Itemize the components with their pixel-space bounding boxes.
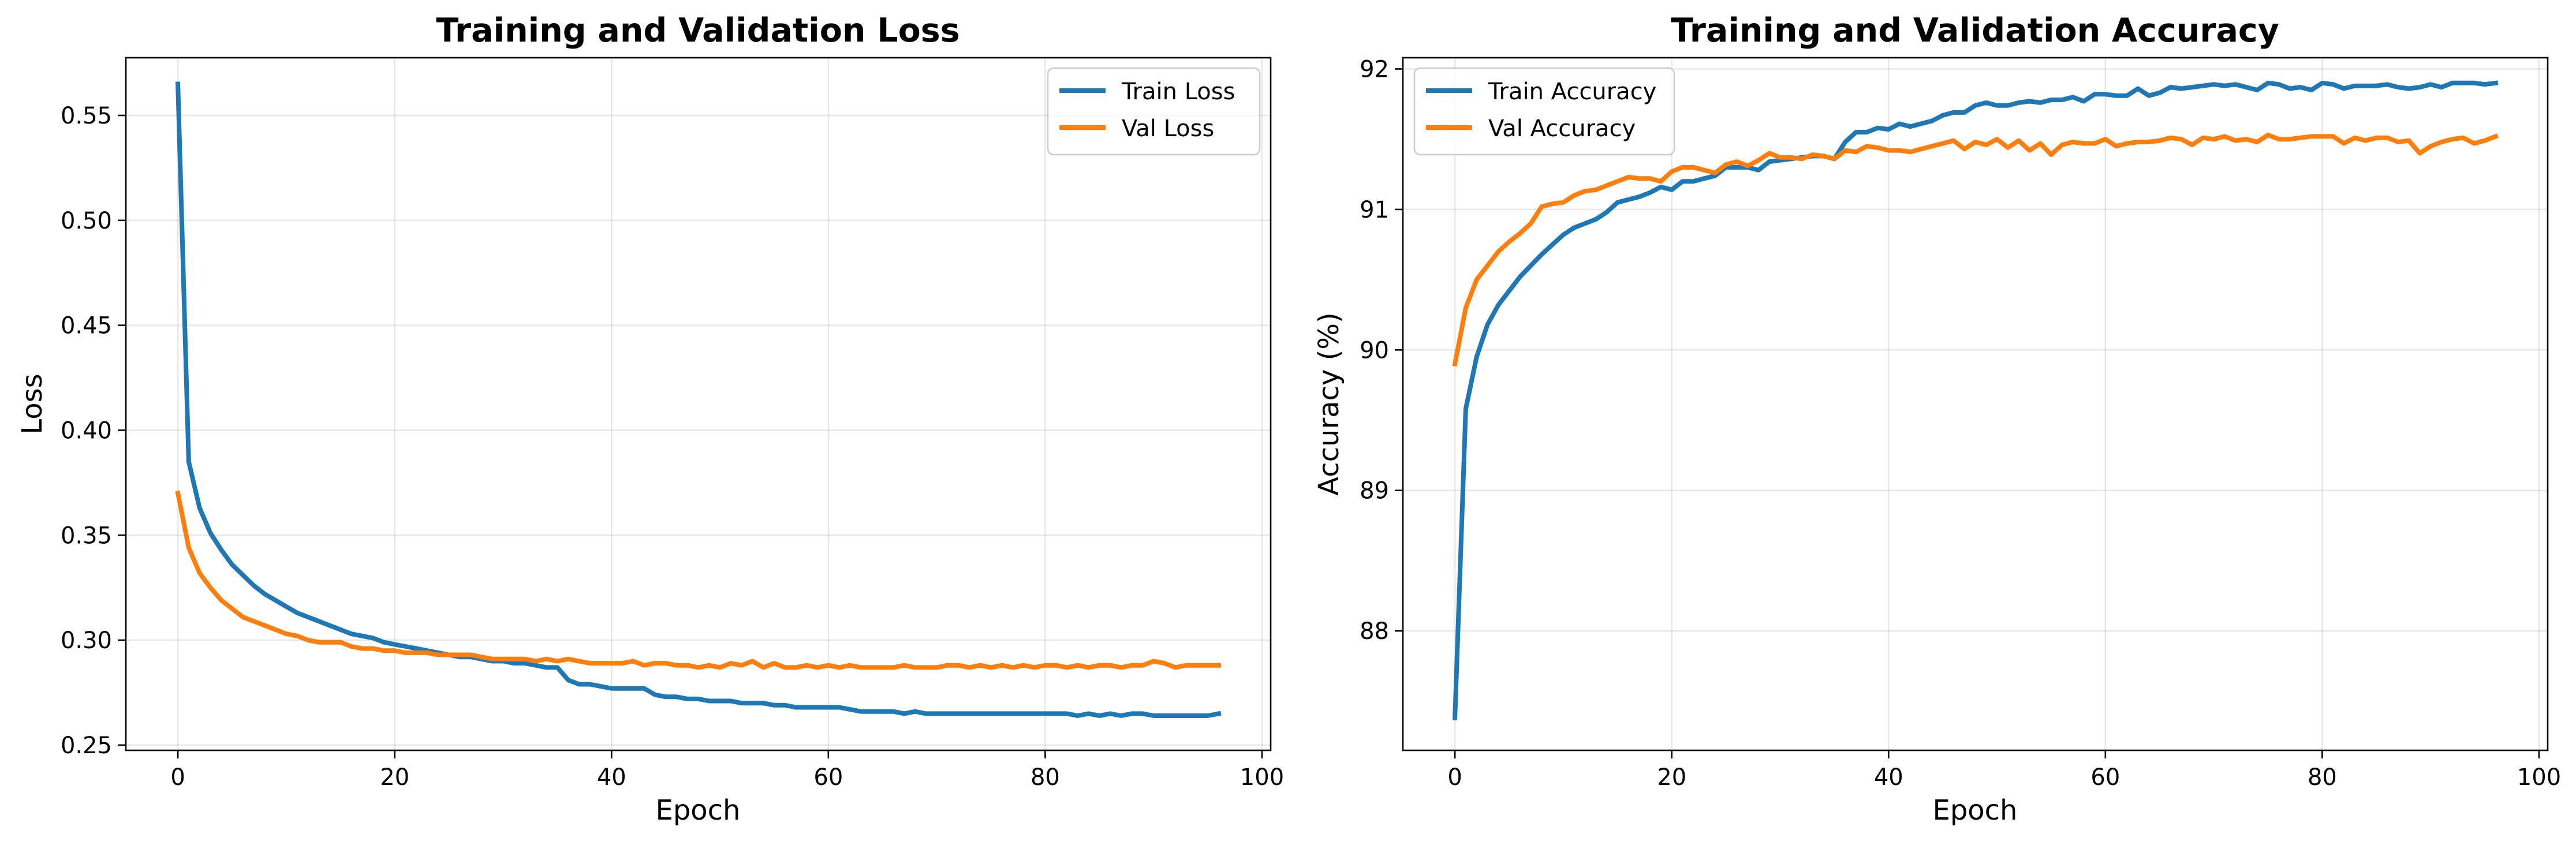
accuracy-chart-title: Training and Validation Accuracy [1671, 12, 2279, 50]
accuracy-x-tick-label: 100 [2517, 764, 2561, 791]
loss-x-tick-label: 0 [170, 764, 185, 791]
legend-label-train-loss: Train Loss [1121, 78, 1235, 105]
accuracy-legend-box [1413, 67, 1675, 156]
loss-ticks: 0 20 40 60 80 100 0.25 0.30 0.35 0.40 0.45 0.50 0.55 [61, 103, 1284, 791]
accuracy-plot-frame [1402, 57, 2549, 751]
loss-y-tick-label: 0.25 [61, 732, 112, 759]
accuracy-x-tick-label: 20 [1657, 764, 1686, 791]
accuracy-x-tick-label: 80 [2308, 764, 2337, 791]
loss-y-tick-label: 0.30 [61, 627, 112, 654]
accuracy-x-tick-label: 60 [2090, 764, 2120, 791]
loss-plot-frame [125, 57, 1272, 751]
accuracy-y-tick-label: 91 [1360, 197, 1389, 223]
loss-x-axis-label: Epoch [656, 794, 741, 827]
loss-x-tick-label: 20 [380, 764, 409, 791]
legend-label-val-accuracy: Val Accuracy [1488, 115, 1636, 142]
loss-y-tick-label: 0.55 [61, 103, 112, 129]
accuracy-ticks: 0 20 40 60 80 100 88 89 90 91 92 [1360, 56, 2561, 791]
accuracy-y-tick-label: 88 [1360, 618, 1389, 645]
accuracy-legend: Train Accuracy Val Accuracy [1413, 67, 1675, 156]
loss-x-tick-label: 100 [1240, 764, 1284, 791]
accuracy-series-group [1452, 80, 2499, 721]
loss-y-tick-label: 0.35 [61, 522, 112, 549]
loss-legend: Train Loss Val Loss [1047, 67, 1261, 156]
accuracy-y-tick-label: 90 [1360, 337, 1389, 364]
accuracy-x-tick-label: 0 [1447, 764, 1462, 791]
loss-chart-title: Training and Validation Loss [436, 12, 960, 50]
accuracy-y-axis-label: Accuracy (%) [1313, 312, 1345, 495]
loss-y-axis-label: Loss [16, 373, 48, 434]
series-line-train-loss [175, 81, 1222, 718]
loss-chart: 0 20 40 60 80 100 0.25 0.30 0.35 0.40 0.45 0.50 0.55… [16, 12, 1284, 827]
accuracy-y-tick-label: 92 [1360, 56, 1389, 83]
loss-x-tick-label: 80 [1031, 764, 1060, 791]
accuracy-x-axis-label: Epoch [1933, 794, 2018, 827]
accuracy-grid [1403, 58, 2548, 750]
accuracy-y-tick-label: 89 [1360, 478, 1389, 504]
series-line-train-accuracy [1452, 80, 2499, 721]
accuracy-chart: 0 20 40 60 80 100 88 89 90 91 92 Training and Vali… [1313, 12, 2561, 827]
series-line-val-loss [175, 490, 1221, 670]
loss-y-tick-label: 0.45 [61, 313, 112, 339]
loss-series-group [175, 81, 1222, 718]
loss-x-tick-label: 40 [597, 764, 626, 791]
loss-x-tick-label: 60 [813, 764, 843, 791]
legend-label-val-loss: Val Loss [1122, 115, 1214, 142]
loss-y-tick-label: 0.40 [61, 417, 112, 444]
legend-label-train-accuracy: Train Accuracy [1488, 78, 1656, 105]
loss-y-tick-label: 0.50 [61, 208, 112, 234]
series-line-val-accuracy [1452, 132, 2499, 367]
accuracy-x-tick-label: 40 [1874, 764, 1903, 791]
